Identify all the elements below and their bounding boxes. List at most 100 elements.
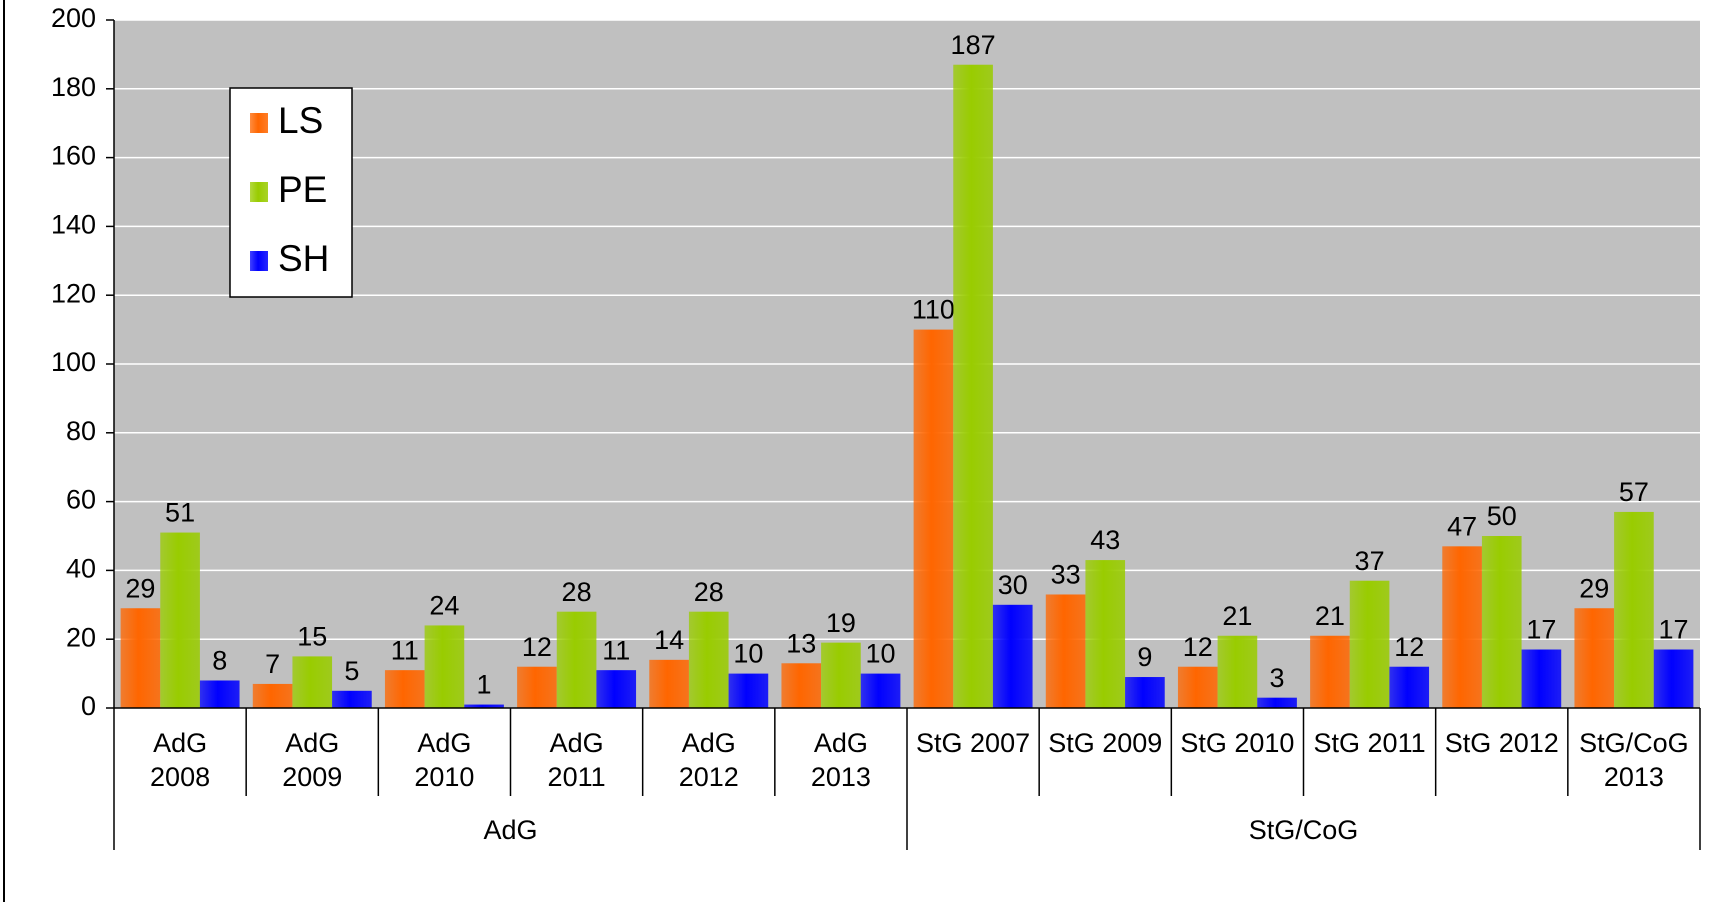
bar [424, 625, 465, 708]
x-tick-label-box: AdG 2010 [414, 728, 475, 792]
x-tick-label-box: StG 2010 [1180, 728, 1295, 758]
value-label: 8 [212, 646, 227, 676]
y-tick-label: 140 [51, 210, 96, 240]
x-tick-label-box: StG 2007 [916, 728, 1031, 758]
x-tick-label: AdG 2013 [810, 728, 871, 792]
bar [1574, 608, 1615, 708]
bar [556, 611, 597, 708]
bar [596, 670, 637, 708]
value-label: 37 [1355, 546, 1385, 576]
bar [199, 680, 240, 708]
x-tick-label: AdG 2011 [547, 728, 606, 792]
x-tick-label: AdG 2008 [150, 728, 211, 792]
value-label: 14 [654, 625, 684, 655]
value-label: 51 [165, 498, 195, 528]
value-label: 9 [1137, 642, 1152, 672]
legend-label: SH [278, 238, 329, 279]
value-label: 47 [1447, 511, 1477, 541]
bar [649, 659, 689, 708]
legend-label: PE [278, 169, 327, 210]
value-label: 50 [1487, 501, 1517, 531]
bar [1653, 649, 1694, 708]
bar [1614, 511, 1654, 708]
y-tick-label: 0 [81, 691, 96, 721]
bar [517, 666, 557, 708]
value-label: 3 [1270, 663, 1285, 693]
value-label: 21 [1315, 601, 1345, 631]
value-label: 10 [733, 639, 763, 669]
value-label: 12 [1183, 632, 1213, 662]
value-label: 57 [1619, 477, 1649, 507]
x-tick-label-box: AdG 2011 [547, 728, 606, 792]
y-tick-label: 160 [51, 141, 96, 171]
value-label: 1 [477, 670, 492, 700]
value-label: 28 [562, 577, 592, 607]
group-label: AdG [483, 815, 537, 845]
y-tick-label: 200 [51, 3, 96, 33]
x-tick-label: StG 2009 [1048, 728, 1163, 758]
bar [1217, 635, 1258, 708]
bar [120, 608, 161, 708]
value-label: 29 [125, 573, 155, 603]
bar [332, 690, 372, 708]
y-tick-label: 120 [51, 278, 96, 308]
bar [1310, 635, 1350, 708]
value-label: 5 [344, 656, 359, 686]
legend-marker [250, 182, 268, 202]
x-tick-label: AdG 2012 [678, 728, 739, 792]
value-label: 30 [998, 570, 1028, 600]
value-label: 28 [694, 577, 724, 607]
bar [821, 642, 861, 708]
value-label: 15 [297, 622, 327, 652]
bar [728, 673, 769, 708]
x-tick-label: AdG 2010 [414, 728, 475, 792]
y-tick-label: 20 [66, 622, 96, 652]
legend-marker [250, 113, 268, 133]
y-tick-label: 100 [51, 347, 96, 377]
x-tick-label: StG 2007 [916, 728, 1031, 758]
bar [860, 673, 901, 708]
bar [1177, 666, 1218, 708]
value-label: 11 [391, 635, 419, 665]
value-label: 43 [1090, 525, 1120, 555]
legend-label: LS [278, 100, 323, 141]
value-label: 24 [429, 591, 459, 621]
bar [252, 683, 293, 708]
x-tick-label-box: StG 2012 [1445, 728, 1559, 758]
legend-marker [250, 251, 268, 271]
value-label: 12 [522, 632, 552, 662]
x-tick-label: StG/CoG 2013 [1579, 728, 1689, 792]
y-tick-label: 60 [66, 485, 96, 515]
x-tick-label-box: AdG 2013 [810, 728, 871, 792]
bar [1521, 649, 1562, 708]
bar [292, 656, 333, 708]
value-label: 12 [1394, 632, 1424, 662]
bar [992, 604, 1033, 708]
value-label: 17 [1526, 615, 1556, 645]
x-tick-label: StG 2010 [1180, 728, 1295, 758]
x-tick-label-box: StG 2009 [1048, 728, 1163, 758]
bar [781, 663, 822, 708]
y-tick-label: 40 [66, 554, 96, 584]
value-label: 19 [826, 608, 856, 638]
value-label: 17 [1659, 615, 1689, 645]
bar [1349, 580, 1390, 708]
bar [1045, 594, 1086, 708]
x-tick-label: AdG 2009 [282, 728, 343, 792]
y-tick-label: 180 [51, 72, 96, 102]
bar [160, 532, 200, 708]
bar [953, 64, 993, 709]
bar [688, 611, 729, 708]
bar [1125, 677, 1165, 708]
value-label: 7 [265, 649, 280, 679]
bar [1257, 697, 1297, 708]
value-label: 13 [786, 628, 816, 658]
x-tick-label-box: AdG 2008 [150, 728, 211, 792]
bar [384, 670, 425, 708]
x-tick-label: StG 2011 [1313, 728, 1426, 758]
value-label: 21 [1222, 601, 1252, 631]
group-label: StG/CoG [1249, 815, 1359, 845]
bar [1481, 536, 1522, 708]
x-tick-label-box: StG 2011 [1313, 728, 1426, 758]
